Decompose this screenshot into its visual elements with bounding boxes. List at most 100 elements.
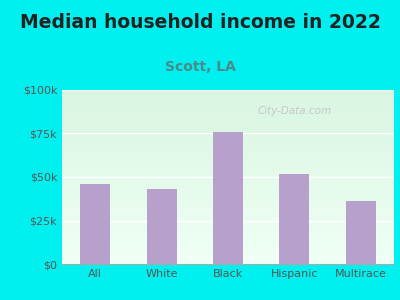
Bar — [62, 171, 394, 172]
Text: Median household income in 2022: Median household income in 2022 — [20, 14, 380, 32]
Bar — [62, 234, 394, 235]
Bar — [62, 183, 394, 184]
Bar — [62, 96, 394, 97]
Bar — [62, 175, 394, 176]
Bar — [62, 93, 394, 94]
Bar — [62, 172, 394, 173]
Bar — [62, 200, 394, 201]
Bar — [62, 202, 394, 203]
Bar — [62, 125, 394, 126]
Bar — [62, 154, 394, 155]
Bar — [62, 99, 394, 100]
Bar — [62, 150, 394, 151]
Bar — [62, 194, 394, 195]
Bar — [62, 243, 394, 244]
Bar — [62, 123, 394, 124]
Bar — [62, 219, 394, 220]
Bar — [62, 104, 394, 105]
Bar — [62, 149, 394, 150]
Bar — [62, 103, 394, 104]
Bar — [62, 148, 394, 149]
Bar — [62, 158, 394, 159]
Bar — [62, 120, 394, 121]
Bar — [62, 119, 394, 120]
Bar — [62, 211, 394, 212]
Bar — [62, 106, 394, 107]
Bar — [62, 118, 394, 119]
Bar — [62, 232, 394, 233]
Bar — [62, 224, 394, 225]
Bar — [213, 132, 243, 264]
Bar — [62, 257, 394, 258]
Bar — [62, 130, 394, 131]
Bar — [62, 210, 394, 211]
Bar — [62, 142, 394, 143]
Bar — [62, 187, 394, 188]
Bar — [62, 139, 394, 140]
Bar — [62, 126, 394, 127]
Bar — [62, 122, 394, 123]
Bar — [62, 135, 394, 136]
Bar — [62, 163, 394, 164]
Bar — [62, 203, 394, 204]
Bar — [62, 244, 394, 245]
Bar — [62, 136, 394, 137]
Bar — [62, 238, 394, 239]
Bar — [62, 155, 394, 156]
Bar — [62, 236, 394, 237]
Bar — [62, 138, 394, 139]
Bar — [62, 249, 394, 250]
Bar — [62, 91, 394, 92]
Bar — [62, 131, 394, 132]
Bar — [62, 207, 394, 208]
Bar — [62, 192, 394, 193]
Bar — [62, 153, 394, 154]
Bar — [62, 182, 394, 183]
Bar — [62, 167, 394, 168]
Bar — [62, 129, 394, 130]
Text: Scott, LA: Scott, LA — [164, 60, 236, 74]
Bar — [62, 100, 394, 101]
Bar — [62, 161, 394, 162]
Bar — [62, 251, 394, 252]
Bar — [62, 169, 394, 170]
Bar — [62, 112, 394, 113]
Bar — [62, 156, 394, 157]
Bar — [62, 97, 394, 98]
Bar — [62, 168, 394, 169]
Bar — [62, 209, 394, 210]
Bar — [62, 180, 394, 181]
Bar — [62, 225, 394, 226]
Bar — [62, 146, 394, 147]
Bar — [62, 124, 394, 125]
Bar — [62, 256, 394, 257]
Bar — [62, 116, 394, 117]
Bar — [62, 177, 394, 178]
Bar — [62, 261, 394, 262]
Bar — [62, 259, 394, 260]
Bar — [62, 128, 394, 129]
Bar — [62, 115, 394, 116]
Bar — [62, 260, 394, 261]
Bar — [62, 90, 394, 91]
Bar — [62, 179, 394, 180]
Bar — [62, 159, 394, 160]
Bar — [62, 197, 394, 198]
Bar — [62, 226, 394, 227]
Bar — [62, 252, 394, 253]
Bar — [62, 229, 394, 230]
Bar — [62, 239, 394, 240]
Bar — [62, 191, 394, 192]
Bar — [62, 214, 394, 215]
Bar — [62, 100, 394, 101]
Bar — [62, 231, 394, 232]
Bar — [62, 218, 394, 219]
Bar — [62, 174, 394, 175]
Bar — [62, 107, 394, 108]
Bar — [62, 178, 394, 179]
Bar — [62, 230, 394, 231]
Bar — [62, 143, 394, 144]
Bar — [62, 242, 394, 243]
Bar — [62, 160, 394, 161]
Bar — [62, 127, 394, 128]
